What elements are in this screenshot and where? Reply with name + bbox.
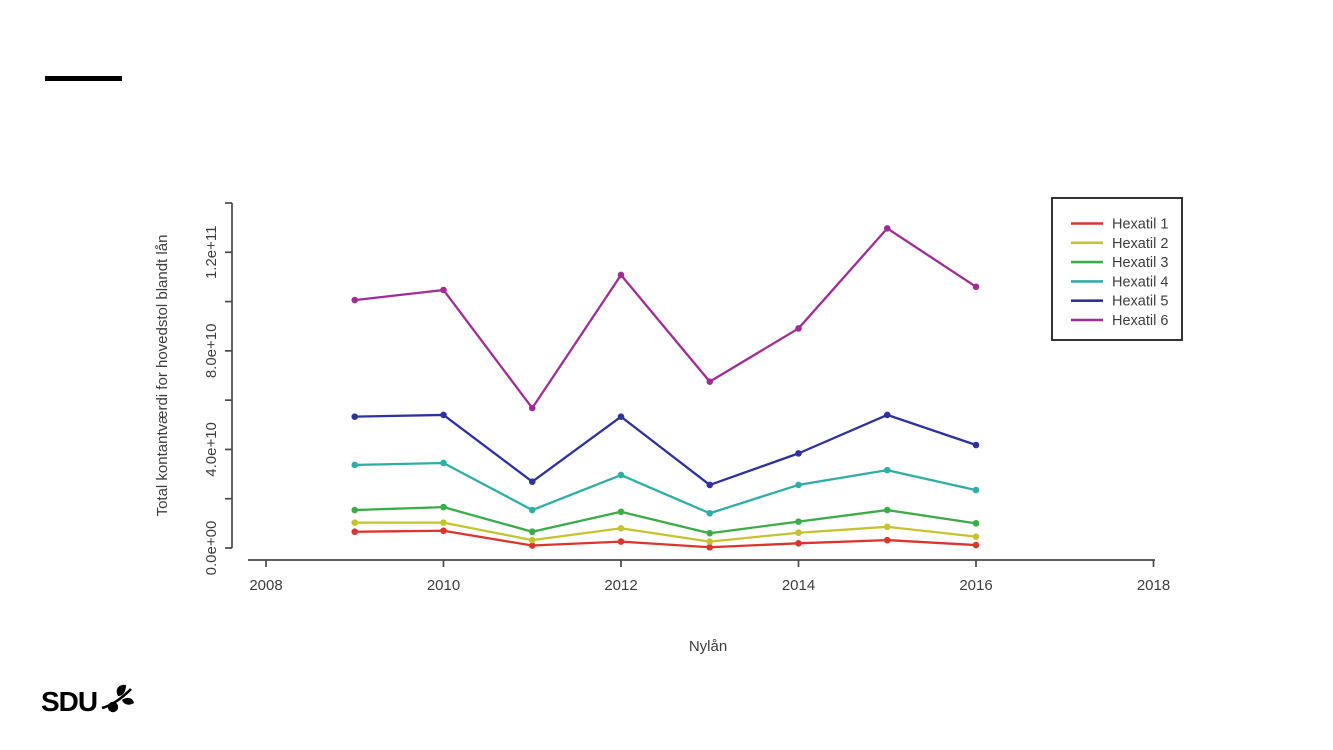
x-tick-label: 2010	[427, 577, 460, 594]
legend-label-4: Hexatil 4	[1112, 274, 1168, 290]
title-underline-rule	[45, 76, 122, 81]
series-point-3	[528, 528, 536, 536]
series-line-2	[354, 521, 977, 543]
series-line-3	[354, 505, 977, 535]
series-point-2	[528, 536, 536, 544]
series-line-1	[354, 529, 977, 549]
series-point-6	[795, 325, 802, 332]
series-point-3	[706, 529, 714, 537]
sdu-logo: SDU	[41, 684, 135, 718]
series-point-5	[795, 450, 802, 457]
series-point-1	[351, 528, 359, 536]
series-point-1	[706, 543, 714, 551]
series-point-2	[795, 529, 802, 537]
legend-label-1: Hexatil 1	[1112, 217, 1168, 233]
x-tick-label: 2016	[959, 577, 992, 594]
series-point-6	[883, 225, 891, 232]
sdu-logo-text: SDU	[41, 686, 98, 717]
y-tick-label: 0.0e+00	[203, 521, 220, 576]
series-point-5	[528, 478, 536, 486]
series-point-5	[617, 413, 625, 420]
series-point-2	[351, 519, 359, 526]
series-point-1	[972, 541, 980, 549]
series-point-2	[972, 533, 980, 540]
y-tick-label: 1.2e+11	[203, 226, 220, 280]
series-point-4	[351, 461, 359, 469]
series-point-1	[440, 527, 447, 535]
series-point-6	[528, 404, 536, 412]
series-point-4	[440, 459, 447, 467]
series-point-1	[617, 538, 625, 545]
legend-box	[1051, 197, 1183, 341]
series-point-3	[883, 506, 891, 514]
series-point-5	[706, 481, 714, 489]
series-point-4	[972, 486, 980, 494]
series-line-4	[354, 461, 977, 515]
series-point-4	[617, 471, 625, 479]
legend-label-5: Hexatil 5	[1112, 294, 1168, 310]
series-point-3	[795, 518, 802, 525]
series-line-5	[354, 413, 977, 487]
series-point-3	[351, 506, 359, 514]
series-point-4	[706, 509, 714, 517]
y-tick-label: 8.0e+10	[203, 324, 220, 379]
series-point-4	[795, 481, 802, 489]
series-point-3	[972, 520, 980, 527]
olive-branch-icon	[101, 684, 135, 713]
series-point-1	[883, 536, 891, 544]
series-point-2	[617, 524, 625, 532]
series-point-4	[883, 466, 891, 474]
y-tick-label: 4.0e+10	[203, 422, 220, 477]
series-point-6	[351, 296, 359, 304]
series-point-1	[795, 540, 802, 547]
series-point-2	[883, 523, 891, 531]
y-axis-title: Total kontantværdi for hovedstol blandt …	[154, 235, 171, 517]
x-tick-label: 2014	[782, 577, 815, 594]
x-tick-label: 2018	[1137, 577, 1170, 594]
series-point-2	[706, 538, 714, 545]
series-point-5	[972, 441, 980, 449]
series-point-6	[440, 286, 447, 294]
series-point-6	[706, 378, 714, 385]
series-point-6	[617, 271, 625, 279]
series-point-5	[440, 411, 447, 419]
series-line-6	[354, 227, 977, 410]
x-tick-label: 2012	[604, 577, 637, 594]
series-point-1	[528, 542, 536, 549]
series-point-5	[883, 411, 891, 419]
series-point-2	[440, 519, 447, 526]
series-point-5	[351, 413, 359, 420]
series-point-4	[528, 506, 536, 514]
series-point-3	[617, 508, 625, 516]
legend-label-2: Hexatil 2	[1112, 236, 1168, 252]
series-point-6	[972, 283, 980, 291]
x-axis-title: Nylån	[689, 638, 727, 655]
legend-label-3: Hexatil 3	[1112, 255, 1168, 271]
legend-label-6: Hexatil 6	[1112, 313, 1168, 329]
x-tick-label: 2008	[249, 577, 282, 594]
series-point-3	[440, 503, 447, 511]
